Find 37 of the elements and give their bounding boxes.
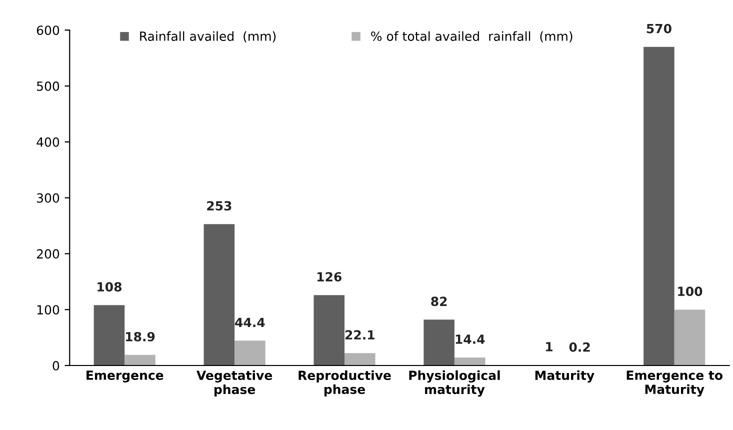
bar xyxy=(424,320,454,366)
data-label: 22.1 xyxy=(345,330,374,340)
data-label: 1 xyxy=(546,342,553,352)
x-tick-label: Physiological maturity xyxy=(409,370,500,397)
bar xyxy=(204,224,235,366)
data-label: 108 xyxy=(98,282,122,292)
legend-label: % of total availed rainfall (mm) xyxy=(371,31,572,42)
bar xyxy=(644,46,674,366)
data-label: 100 xyxy=(678,286,702,296)
x-tick-label: Vegetative phase xyxy=(196,370,272,397)
x-tick-label: Emergence xyxy=(86,370,164,382)
x-tick-label: Emergence to Maturity xyxy=(626,370,722,397)
data-label: 570 xyxy=(646,24,672,34)
bar xyxy=(234,340,266,366)
y-tick-label: 600 xyxy=(36,26,60,36)
data-label: 14.4 xyxy=(456,334,485,344)
data-label: 253 xyxy=(207,201,232,211)
bar xyxy=(124,354,156,366)
x-tick-label: Reproductive phase xyxy=(298,370,391,396)
y-tick-label: 100 xyxy=(37,305,60,315)
bar xyxy=(454,357,486,366)
y-tick-label: 200 xyxy=(36,249,60,259)
y-tick-label: 0 xyxy=(52,360,60,370)
y-tick-label: 400 xyxy=(36,137,60,147)
bar xyxy=(674,310,706,366)
data-label: 0.2 xyxy=(569,342,590,352)
data-label: 44.4 xyxy=(235,318,265,327)
data-label: 126 xyxy=(317,272,342,282)
y-tick-label: 300 xyxy=(37,193,60,203)
legend-label: Rainfall availed (mm) xyxy=(140,31,276,42)
bar xyxy=(314,295,345,366)
y-tick-label: 500 xyxy=(37,81,60,91)
bar xyxy=(344,353,376,366)
x-tick-label: Maturity xyxy=(535,370,594,383)
bar xyxy=(94,305,125,366)
data-label: 18.9 xyxy=(126,332,155,342)
data-label: 82 xyxy=(431,296,447,306)
